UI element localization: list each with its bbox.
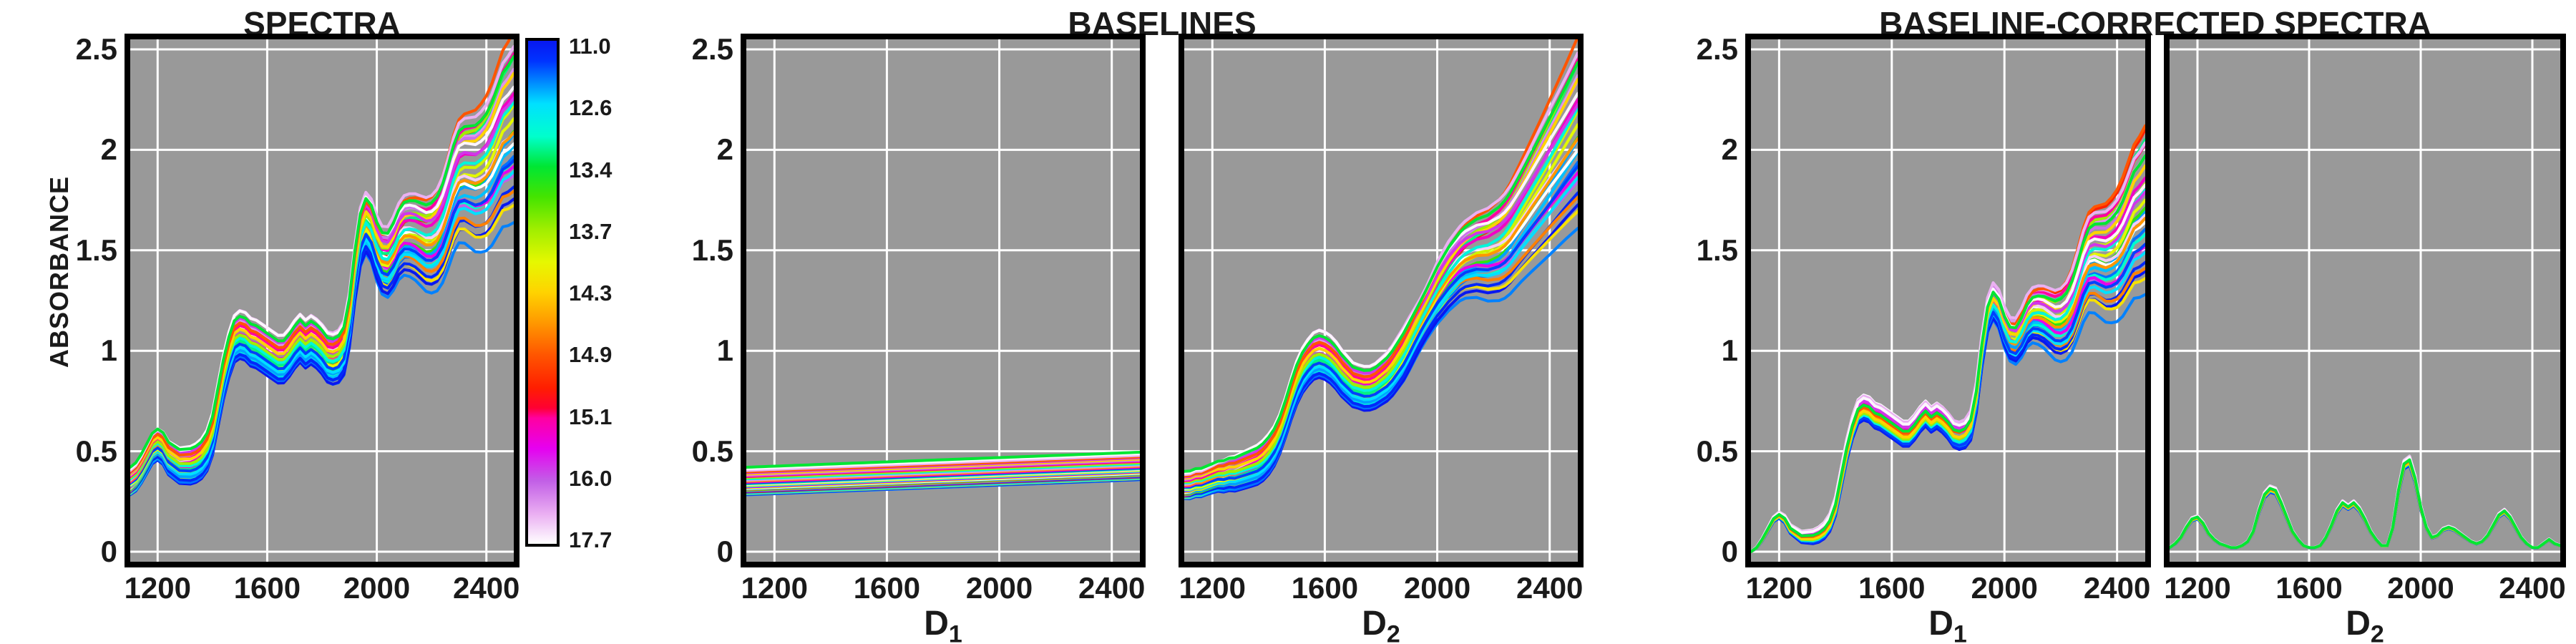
spectrum-line (746, 452, 1140, 471)
colorbar (525, 38, 560, 547)
spectrum-line (1751, 190, 2145, 553)
xlabel-corrected-d1: D1 (1876, 605, 2019, 644)
y-tick-label: 2 (1721, 132, 1738, 167)
y-tick-label: 2.5 (691, 32, 733, 67)
colorbar-tick-label: 12.6 (569, 95, 613, 121)
y-tick-label: 0 (100, 534, 117, 568)
y-tick-label: 1.5 (1696, 233, 1738, 267)
xlabel-main: D (1928, 605, 1953, 643)
title-baseline-corrected-spectra: BASELINE-CORRECTED SPECTRA (1879, 5, 2431, 42)
spectrum-line (1184, 176, 1578, 492)
colorbar-tick-label: 14.3 (569, 280, 613, 306)
xlabel-baselines-d1: D1 (872, 605, 1015, 644)
y-tick-label: 0 (716, 534, 733, 568)
x-tick-label: 1600 (853, 571, 921, 605)
colorbar-tick-label: 15.1 (569, 404, 613, 429)
title-baselines: BASELINES (1068, 5, 1257, 42)
x-tick-label: 1600 (1858, 571, 1926, 605)
x-tick-label: 1200 (741, 571, 808, 605)
y-tick-label: 1 (716, 333, 733, 368)
x-tick-label: 1200 (2164, 571, 2231, 605)
xlabel-subscript: 2 (1386, 620, 1400, 644)
x-tick-label: 2400 (1078, 571, 1146, 605)
spectrum-line (1184, 165, 1578, 489)
spectrum-line (1184, 92, 1578, 475)
y-tick-label: 2.5 (75, 32, 117, 67)
x-tick-label: 2400 (2083, 571, 2151, 605)
baselines-d1-plot (746, 39, 1140, 562)
x-tick-label: 2000 (1971, 571, 2038, 605)
spectrum-line (1184, 107, 1578, 484)
xlabel-corrected-d2: D2 (2293, 605, 2436, 644)
y-tick-label: 2.5 (1696, 32, 1738, 67)
x-tick-label: 1600 (1291, 571, 1359, 605)
spectrum-line (130, 54, 514, 469)
y-tick-label: 1.5 (75, 233, 117, 267)
spectrum-line (746, 451, 1140, 469)
y-tick-label: 1 (100, 333, 117, 368)
x-tick-label: 1200 (1179, 571, 1246, 605)
x-tick-label: 1600 (233, 571, 301, 605)
colorbar-tick-label: 13.7 (569, 218, 613, 244)
x-tick-label: 2000 (1403, 571, 1471, 605)
x-tick-label: 2000 (965, 571, 1033, 605)
spectrum-line (1184, 191, 1578, 497)
spectrum-line (130, 170, 514, 488)
y-axis-label: ABSORBANCE (44, 176, 74, 369)
x-tick-label: 1200 (124, 571, 191, 605)
y-tick-label: 1 (1721, 333, 1738, 368)
corrected-d2-plot (2170, 39, 2560, 562)
y-tick-label: 0.5 (75, 434, 117, 468)
corrected-d1-plot (1751, 39, 2145, 562)
spectrum-line (130, 159, 514, 484)
xlabel-baselines-d2: D2 (1309, 605, 1453, 644)
x-tick-label: 2000 (343, 571, 411, 605)
spectrum-line (1184, 139, 1578, 494)
spectrum-line (130, 100, 514, 481)
colorbar-tick-label: 14.9 (569, 342, 613, 368)
colorbar-tick-label: 17.7 (569, 527, 613, 552)
y-tick-label: 0.5 (1696, 434, 1738, 468)
colorbar-tick-label: 13.4 (569, 157, 613, 182)
spectrum-line (1184, 59, 1578, 484)
xlabel-main: D (924, 605, 949, 643)
spectrum-line (1184, 61, 1578, 473)
xlabel-subscript: 2 (2370, 620, 2384, 644)
baselines-d2-plot (1184, 39, 1578, 562)
plot-background (2170, 39, 2560, 562)
y-tick-label: 2 (716, 132, 733, 167)
y-tick-label: 2 (100, 132, 117, 167)
spectrum-line (2170, 458, 2560, 550)
y-tick-label: 0.5 (691, 434, 733, 468)
spectrum-line (1751, 183, 2145, 553)
x-tick-label: 2400 (452, 571, 520, 605)
spectrum-line (1184, 39, 1578, 478)
x-tick-label: 1600 (2275, 571, 2343, 605)
xlabel-main: D (1362, 605, 1387, 643)
x-tick-label: 2000 (2387, 571, 2454, 605)
spectrum-line (130, 85, 514, 471)
colorbar-tick-label: 16.0 (569, 465, 613, 491)
x-tick-label: 1200 (1745, 571, 1813, 605)
title-spectra: SPECTRA (243, 5, 401, 42)
xlabel-main: D (2346, 605, 2371, 643)
x-tick-label: 2400 (2499, 571, 2566, 605)
y-tick-label: 0 (1721, 534, 1738, 568)
spectra-plot (130, 39, 514, 562)
xlabel-subscript: 1 (1953, 620, 1967, 644)
spectrum-line (1751, 154, 2145, 553)
colorbar-tick-label: 11.0 (569, 34, 611, 59)
x-tick-label: 2400 (1516, 571, 1584, 605)
y-tick-label: 1.5 (691, 233, 733, 267)
xlabel-subscript: 1 (948, 620, 962, 644)
spectrum-line (746, 454, 1140, 472)
spectrum-line (1184, 103, 1578, 479)
